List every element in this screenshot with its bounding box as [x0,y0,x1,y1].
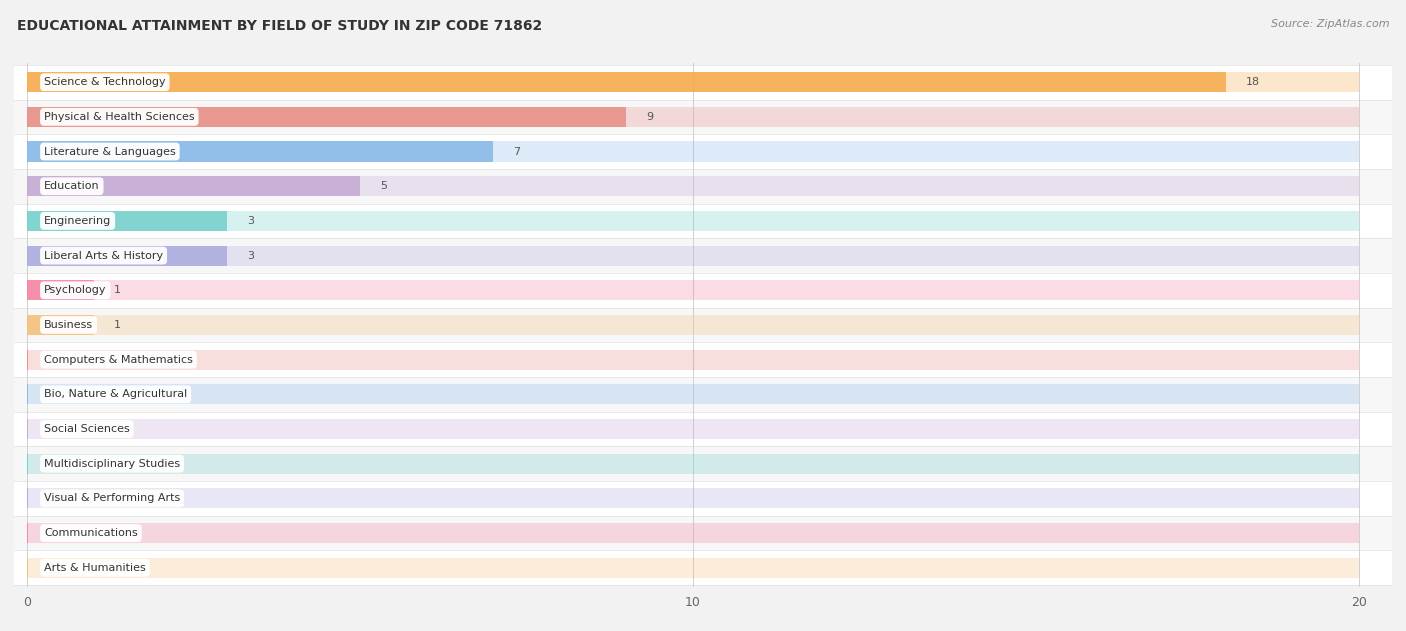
FancyBboxPatch shape [0,446,1392,481]
Bar [27,280,94,300]
Text: 1: 1 [114,320,121,330]
Text: Communications: Communications [44,528,138,538]
Text: Business: Business [44,320,93,330]
Bar [27,488,1358,509]
FancyBboxPatch shape [0,65,1392,100]
Text: Source: ZipAtlas.com: Source: ZipAtlas.com [1271,19,1389,29]
FancyBboxPatch shape [0,550,1392,585]
Text: 0: 0 [48,563,55,573]
Bar [27,315,94,335]
Bar [27,72,1358,92]
Text: 0: 0 [48,459,55,469]
FancyBboxPatch shape [0,169,1392,204]
Text: 0: 0 [48,389,55,399]
Bar [27,384,1358,404]
FancyBboxPatch shape [0,411,1392,446]
Bar [27,350,1358,370]
Text: 3: 3 [247,251,254,261]
Bar [27,72,1226,92]
Bar [27,454,1358,474]
Text: 18: 18 [1246,77,1260,87]
Text: 0: 0 [48,424,55,434]
Bar [27,141,494,162]
Bar [27,419,1358,439]
Text: Psychology: Psychology [44,285,107,295]
FancyBboxPatch shape [0,308,1392,342]
FancyBboxPatch shape [0,342,1392,377]
Text: Social Sciences: Social Sciences [44,424,129,434]
Text: Science & Technology: Science & Technology [44,77,166,87]
Bar [27,107,1358,127]
Text: Physical & Health Sciences: Physical & Health Sciences [44,112,194,122]
Text: 3: 3 [247,216,254,226]
Bar [27,211,1358,231]
Bar [27,245,226,266]
Text: 0: 0 [48,528,55,538]
Bar [27,245,1358,266]
FancyBboxPatch shape [0,273,1392,308]
FancyBboxPatch shape [0,134,1392,169]
Bar [27,211,226,231]
Text: Visual & Performing Arts: Visual & Performing Arts [44,493,180,504]
Text: Multidisciplinary Studies: Multidisciplinary Studies [44,459,180,469]
Bar [27,176,1358,196]
Bar [27,523,1358,543]
Text: Literature & Languages: Literature & Languages [44,146,176,156]
Text: Liberal Arts & History: Liberal Arts & History [44,251,163,261]
Text: Computers & Mathematics: Computers & Mathematics [44,355,193,365]
Bar [27,107,627,127]
FancyBboxPatch shape [0,516,1392,550]
FancyBboxPatch shape [0,481,1392,516]
Text: 0: 0 [48,493,55,504]
Text: 1: 1 [114,285,121,295]
FancyBboxPatch shape [0,204,1392,239]
Text: Engineering: Engineering [44,216,111,226]
Bar [27,315,1358,335]
FancyBboxPatch shape [0,239,1392,273]
Bar [27,141,1358,162]
Text: EDUCATIONAL ATTAINMENT BY FIELD OF STUDY IN ZIP CODE 71862: EDUCATIONAL ATTAINMENT BY FIELD OF STUDY… [17,19,543,33]
Bar [27,176,360,196]
Bar [27,280,1358,300]
Bar [27,558,1358,578]
FancyBboxPatch shape [0,100,1392,134]
FancyBboxPatch shape [0,377,1392,411]
Text: Arts & Humanities: Arts & Humanities [44,563,146,573]
Text: 5: 5 [380,181,387,191]
Text: 9: 9 [647,112,654,122]
Text: 7: 7 [513,146,520,156]
Text: 0: 0 [48,355,55,365]
Text: Bio, Nature & Agricultural: Bio, Nature & Agricultural [44,389,187,399]
Text: Education: Education [44,181,100,191]
